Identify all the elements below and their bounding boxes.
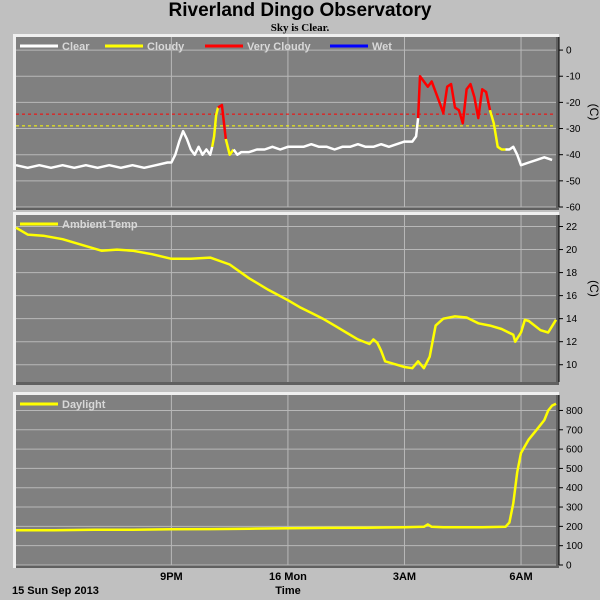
series-line-cloudy bbox=[210, 107, 220, 148]
daylight-panel: 800 700 600 500 400 300 200 100 0 Daylight bbox=[13, 392, 583, 572]
y-tick-label: 500 bbox=[566, 464, 583, 475]
x-axis-label: Time bbox=[275, 585, 300, 597]
y-tick-label: 300 bbox=[566, 503, 583, 514]
y-tick-label: 10 bbox=[566, 360, 578, 371]
y-tick-label: 200 bbox=[566, 522, 583, 533]
series-line-clear bbox=[505, 145, 553, 167]
y-tick-label: 20 bbox=[566, 245, 578, 256]
y-tick-label: 22 bbox=[566, 222, 578, 233]
sky-panel: 0 -10 -20 -30 -40 -50 -60 (C) Clear Cloudy Very Cl… bbox=[13, 34, 600, 214]
y-tick-label: 18 bbox=[566, 268, 578, 279]
legend-label: Ambient Temp bbox=[62, 219, 138, 231]
date-label: 15 Sun Sep 2013 bbox=[12, 585, 99, 597]
series-line-ambient-temp bbox=[15, 226, 558, 370]
series-line-cloudy bbox=[488, 109, 506, 151]
series-line-very-cloudy bbox=[416, 74, 492, 125]
y-tick-label: 16 bbox=[566, 291, 578, 302]
legend-label: Clear bbox=[62, 41, 90, 53]
legend-label: Wet bbox=[372, 41, 392, 53]
sky-status: Sky is Clear. bbox=[270, 22, 330, 34]
y-tick-label: 12 bbox=[566, 337, 578, 348]
x-tick-label: 3AM bbox=[393, 571, 416, 583]
y-tick-label: -30 bbox=[566, 124, 581, 135]
plot-area bbox=[16, 395, 556, 565]
legend-label: Daylight bbox=[62, 399, 106, 411]
y-tick-label: 0 bbox=[566, 561, 572, 572]
y-tick-label: -10 bbox=[566, 72, 581, 83]
y-axis-unit: (C) bbox=[587, 104, 600, 121]
legend-label: Very Cloudy bbox=[247, 41, 311, 53]
y-tick-label: 14 bbox=[566, 314, 578, 325]
y-tick-label: 100 bbox=[566, 541, 583, 552]
y-tick-label: 400 bbox=[566, 483, 583, 494]
series-line-clear bbox=[232, 117, 420, 156]
series-line-clear bbox=[15, 129, 214, 170]
y-tick-label: 700 bbox=[566, 425, 583, 436]
x-tick-label: 16 Mon bbox=[269, 571, 307, 583]
y-tick-label: 600 bbox=[566, 445, 583, 456]
y-tick-label: 0 bbox=[566, 46, 572, 57]
x-tick-label: 9PM bbox=[160, 571, 183, 583]
y-tick-label: -50 bbox=[566, 176, 581, 187]
ambient-panel: 22 20 18 16 14 12 10 (C) Ambient Temp bbox=[13, 212, 600, 385]
legend-label: Cloudy bbox=[147, 41, 185, 53]
plot-area bbox=[16, 37, 556, 207]
page-title: Riverland Dingo Observatory bbox=[168, 0, 432, 21]
y-tick-label: 800 bbox=[566, 406, 583, 417]
series-line-very-cloudy bbox=[217, 103, 228, 140]
y-tick-label: -60 bbox=[566, 203, 581, 214]
y-tick-label: -40 bbox=[566, 150, 581, 161]
series-line-cloudy bbox=[224, 138, 235, 156]
x-tick-label: 6AM bbox=[509, 571, 532, 583]
series-line-daylight bbox=[16, 402, 557, 532]
y-axis-unit: (C) bbox=[587, 280, 600, 297]
y-tick-label: -20 bbox=[566, 98, 581, 109]
